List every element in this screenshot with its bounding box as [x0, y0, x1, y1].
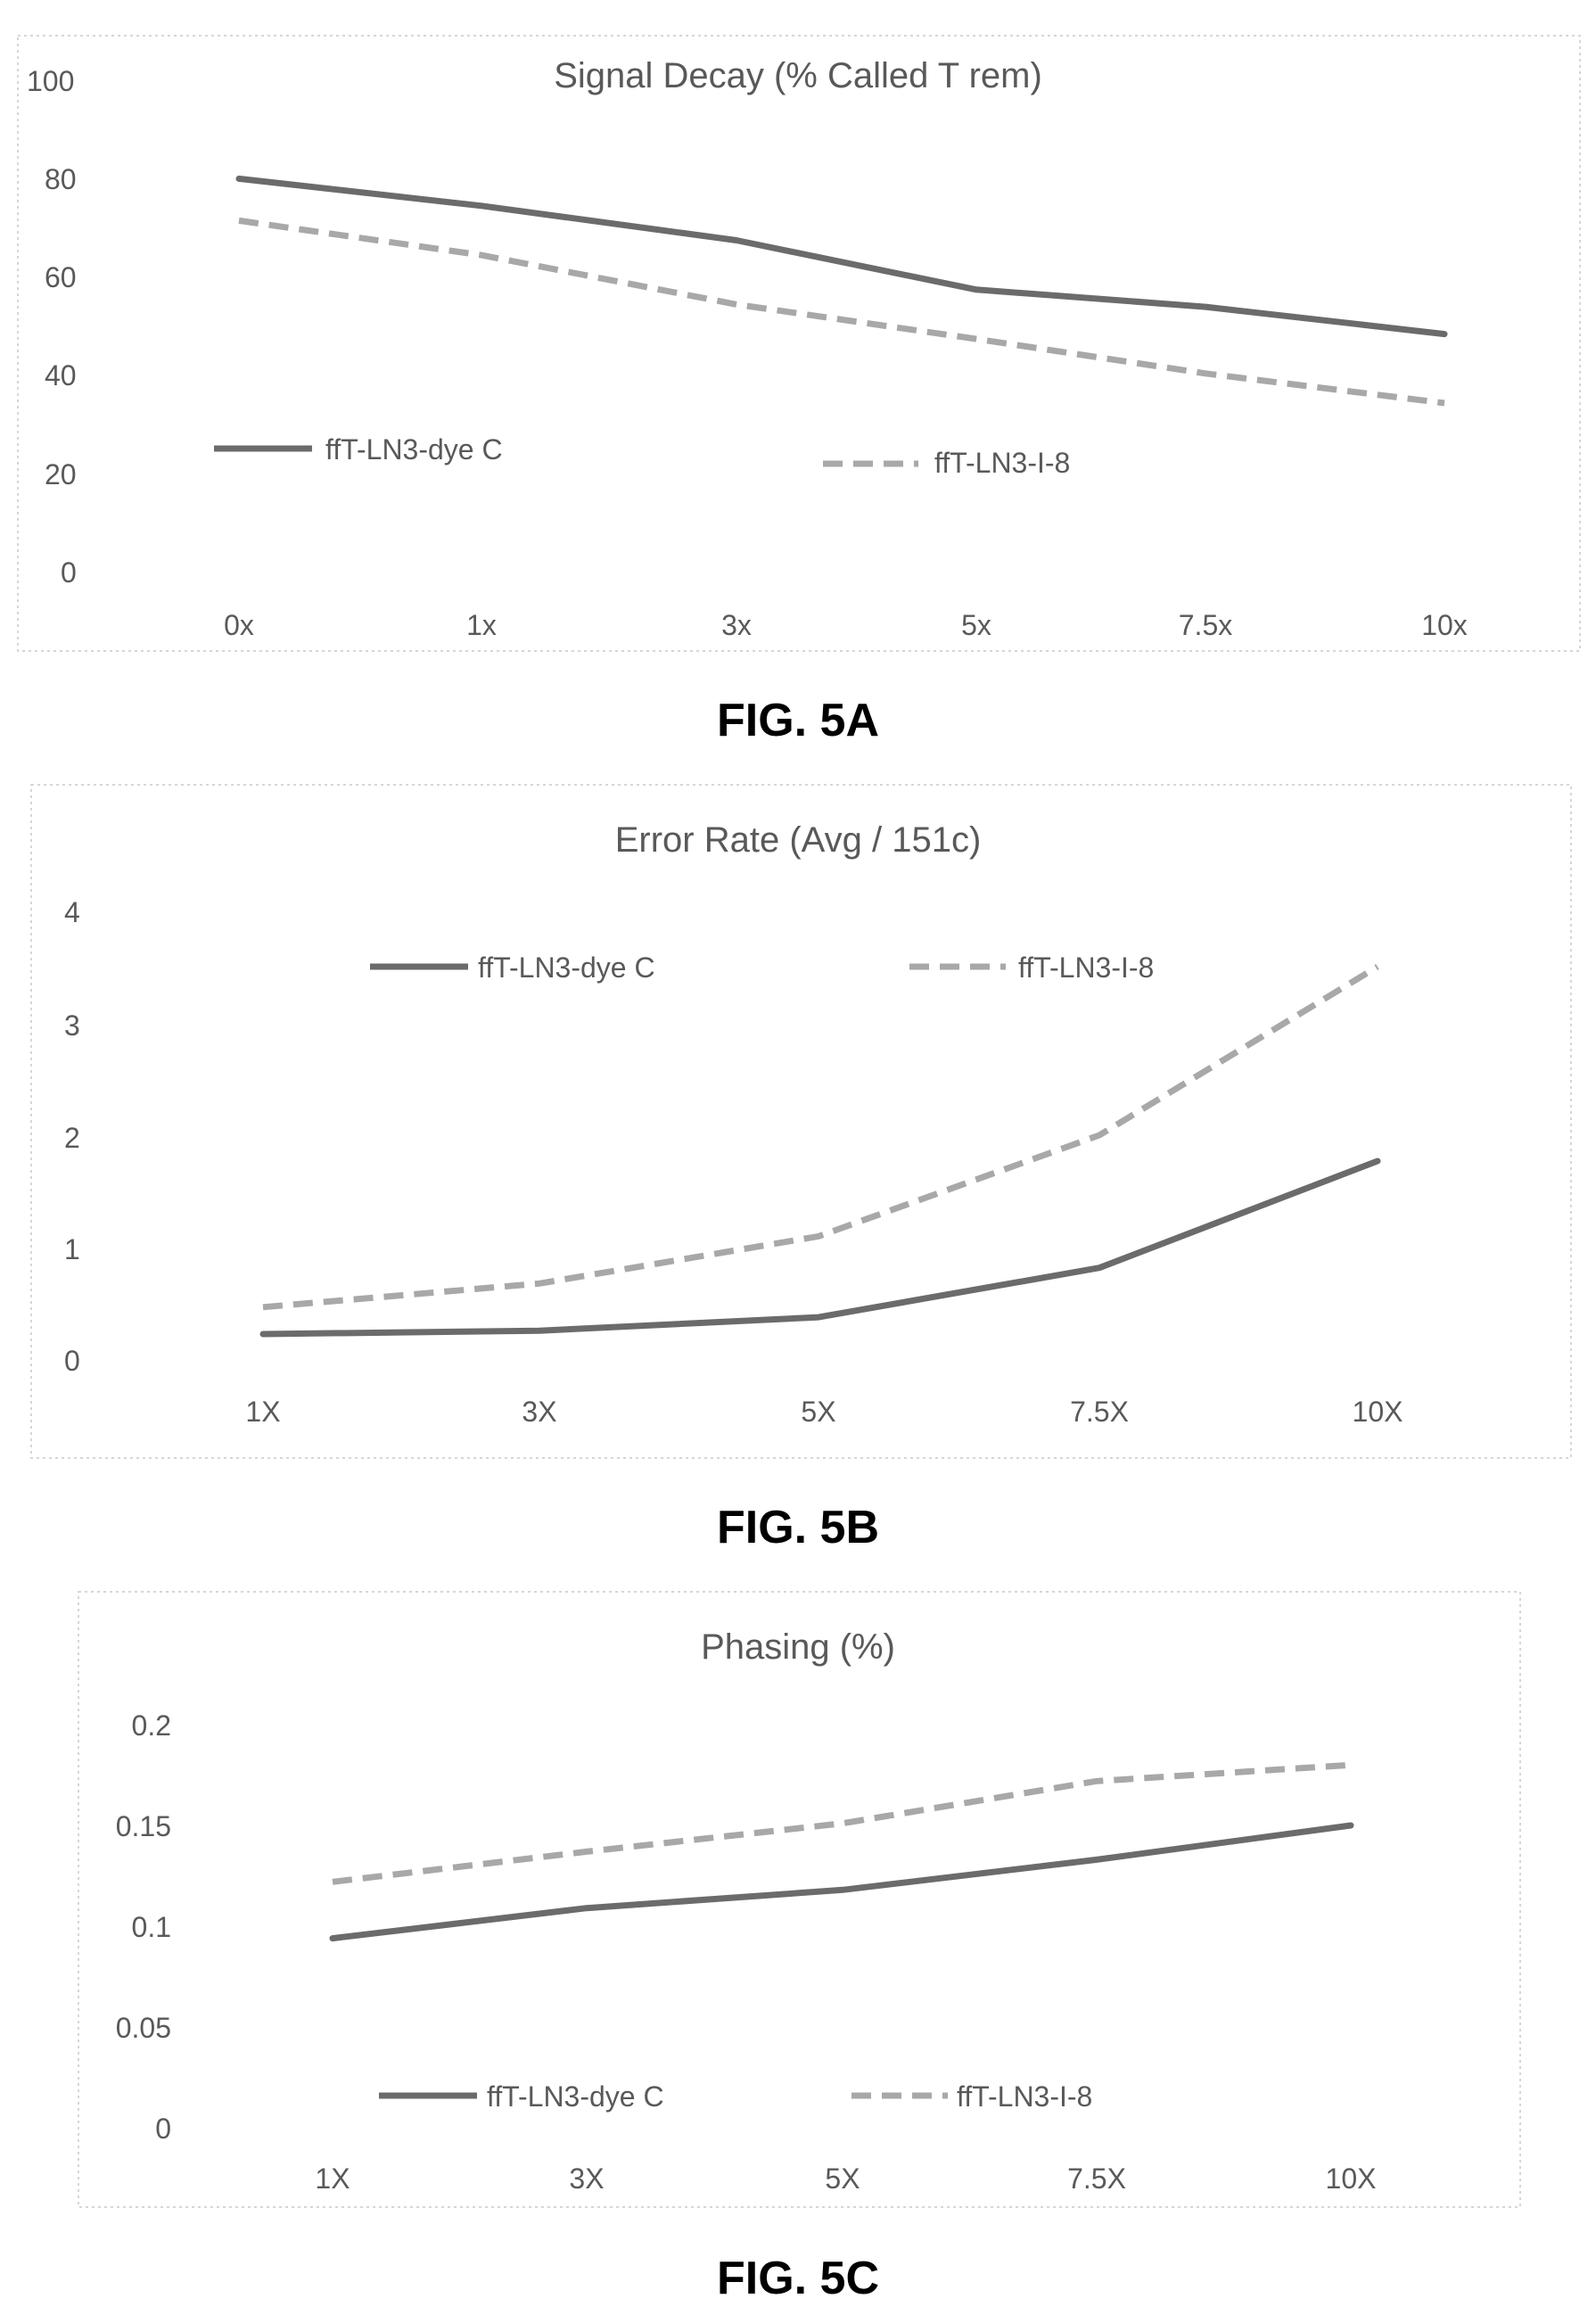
chart-5c-y-tick: 0	[155, 2113, 171, 2145]
chart-5c-series-line-dashed	[332, 1761, 1352, 1885]
chart-5a-y-tick: 0	[61, 556, 77, 589]
chart-5a-series-line-dashed	[238, 217, 1445, 407]
chart-5a-y-tick: 80	[45, 163, 77, 195]
chart-5a-frame	[17, 35, 1581, 652]
chart-5c-x-tick: 5X	[825, 2163, 860, 2195]
chart-5a-x-tick: 5x	[961, 609, 991, 641]
chart-5c-series-line-solid	[329, 1822, 1354, 1942]
chart-5a-y-tick: 40	[45, 359, 77, 391]
chart-5a-series-line-solid	[235, 175, 1448, 338]
chart-5b-legend-label: ffT-LN3-dye C	[478, 952, 655, 984]
chart-5c-frame	[78, 1591, 1521, 2208]
chart-5c-title: Phasing (%)	[701, 1627, 895, 1667]
chart-5a-legend-label: ffT-LN3-I-8	[934, 447, 1070, 479]
chart-5b-series-line-dashed	[262, 964, 1379, 1311]
chart-5a-x-tick: 3x	[721, 609, 752, 641]
chart-5b-y-tick: 1	[64, 1233, 80, 1265]
chart-5b-y-tick: 0	[64, 1345, 80, 1377]
chart-5b-y-tick: 4	[64, 896, 80, 928]
chart-5b-title: Error Rate (Avg / 151c)	[615, 820, 982, 860]
chart-5b-legend-label: ffT-LN3-I-8	[1018, 952, 1154, 984]
chart-5c-y-tick: 0.05	[116, 2012, 171, 2044]
chart-5c-x-tick: 1X	[315, 2163, 350, 2195]
chart-5c-x-tick: 7.5X	[1067, 2163, 1126, 2195]
figure-label-5b: FIG. 5B	[717, 1502, 879, 1553]
figure-label-5c: FIG. 5C	[717, 2253, 879, 2304]
chart-5b-frame	[30, 784, 1572, 1459]
chart-5c: Phasing (%) 0.2 0.15 0.1 0.05 0 1X 3X 5X…	[78, 1591, 1521, 2208]
chart-5a-x-tick: 7.5x	[1179, 609, 1232, 641]
chart-5b-x-tick: 5X	[801, 1396, 835, 1428]
chart-5c-y-tick: 0.15	[116, 1810, 171, 1842]
chart-5c-legend-label: ffT-LN3-dye C	[487, 2080, 664, 2113]
chart-5b-y-tick: 2	[64, 1122, 80, 1154]
chart-5a-x-tick: 0x	[224, 609, 254, 641]
chart-5a-y-tick: 20	[45, 458, 77, 490]
chart-5a-title: Signal Decay (% Called T rem)	[554, 56, 1042, 95]
chart-5a: Signal Decay (% Called T rem) 100 80 60 …	[17, 35, 1581, 652]
chart-5b-x-tick: 1X	[245, 1396, 280, 1428]
chart-5b-y-tick: 3	[64, 1009, 80, 1042]
chart-5b-x-tick: 3X	[522, 1396, 556, 1428]
chart-5c-x-tick: 3X	[569, 2163, 604, 2195]
chart-5b-x-tick: 10X	[1353, 1396, 1403, 1428]
chart-5a-legend-label: ffT-LN3-dye C	[325, 433, 503, 465]
chart-5b: Error Rate (Avg / 151c) 4 3 2 1 0 1X 3X …	[30, 784, 1572, 1459]
chart-5b-x-tick: 7.5X	[1070, 1396, 1129, 1428]
chart-5c-x-tick: 10X	[1326, 2163, 1377, 2195]
chart-5c-y-tick: 0.2	[132, 1709, 171, 1742]
chart-5a-x-tick: 1x	[466, 609, 497, 641]
figure-label-5a: FIG. 5A	[717, 695, 879, 746]
chart-5b-series-line-solid	[259, 1158, 1381, 1338]
chart-5a-y-tick: 100	[27, 65, 74, 97]
chart-5a-x-tick: 10x	[1421, 609, 1468, 641]
chart-5a-y-tick: 60	[45, 261, 77, 293]
chart-5c-legend-label: ffT-LN3-I-8	[957, 2080, 1092, 2113]
chart-5c-y-tick: 0.1	[132, 1911, 171, 1943]
